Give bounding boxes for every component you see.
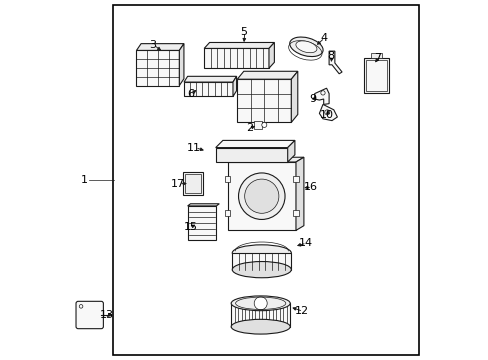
- Text: 5: 5: [240, 27, 247, 37]
- Bar: [292, 210, 298, 216]
- Text: 2: 2: [246, 123, 253, 133]
- Ellipse shape: [231, 319, 289, 334]
- Bar: [204, 49, 268, 68]
- Text: 13: 13: [100, 310, 114, 320]
- Polygon shape: [319, 104, 337, 121]
- Bar: [232, 253, 291, 270]
- Polygon shape: [232, 76, 236, 96]
- Polygon shape: [237, 71, 297, 79]
- Bar: [237, 79, 291, 122]
- Polygon shape: [187, 204, 219, 206]
- Circle shape: [261, 122, 266, 127]
- Ellipse shape: [295, 41, 316, 53]
- Text: 9: 9: [309, 94, 316, 104]
- Bar: [292, 176, 298, 182]
- Bar: [254, 121, 262, 129]
- Polygon shape: [295, 157, 303, 230]
- Polygon shape: [136, 44, 183, 50]
- Polygon shape: [314, 88, 328, 104]
- Bar: [224, 210, 230, 216]
- Bar: [136, 50, 179, 85]
- Bar: [185, 174, 201, 193]
- Circle shape: [244, 179, 278, 213]
- Text: 7: 7: [373, 53, 381, 63]
- Ellipse shape: [232, 261, 291, 278]
- Polygon shape: [183, 76, 236, 82]
- Bar: [363, 58, 388, 93]
- Bar: [224, 176, 230, 182]
- Polygon shape: [215, 140, 294, 148]
- Polygon shape: [291, 71, 297, 122]
- Polygon shape: [179, 44, 183, 85]
- Polygon shape: [287, 140, 294, 162]
- Polygon shape: [215, 148, 287, 162]
- Ellipse shape: [289, 37, 323, 57]
- Bar: [183, 82, 232, 96]
- Text: 10: 10: [320, 110, 334, 120]
- Text: 17: 17: [170, 179, 184, 189]
- Bar: [187, 206, 216, 240]
- Circle shape: [254, 297, 266, 310]
- Text: 6: 6: [186, 89, 194, 99]
- Text: 12: 12: [294, 306, 308, 316]
- Circle shape: [238, 173, 285, 220]
- Bar: [227, 162, 295, 230]
- Ellipse shape: [231, 296, 289, 311]
- Polygon shape: [227, 157, 303, 162]
- Bar: [183, 172, 203, 195]
- Polygon shape: [204, 42, 274, 49]
- Ellipse shape: [232, 245, 291, 261]
- Text: 8: 8: [326, 51, 334, 61]
- Text: 3: 3: [149, 40, 156, 50]
- Text: 4: 4: [320, 33, 326, 43]
- Text: 14: 14: [298, 238, 312, 248]
- Bar: [365, 60, 386, 91]
- Polygon shape: [268, 42, 274, 68]
- Text: 16: 16: [304, 182, 318, 192]
- Bar: [113, 5, 418, 355]
- Text: 15: 15: [183, 222, 197, 232]
- Text: 11: 11: [187, 143, 201, 153]
- Text: 1: 1: [81, 175, 88, 185]
- FancyBboxPatch shape: [76, 301, 103, 329]
- Bar: [370, 53, 381, 58]
- Bar: [231, 303, 289, 327]
- Polygon shape: [328, 51, 342, 74]
